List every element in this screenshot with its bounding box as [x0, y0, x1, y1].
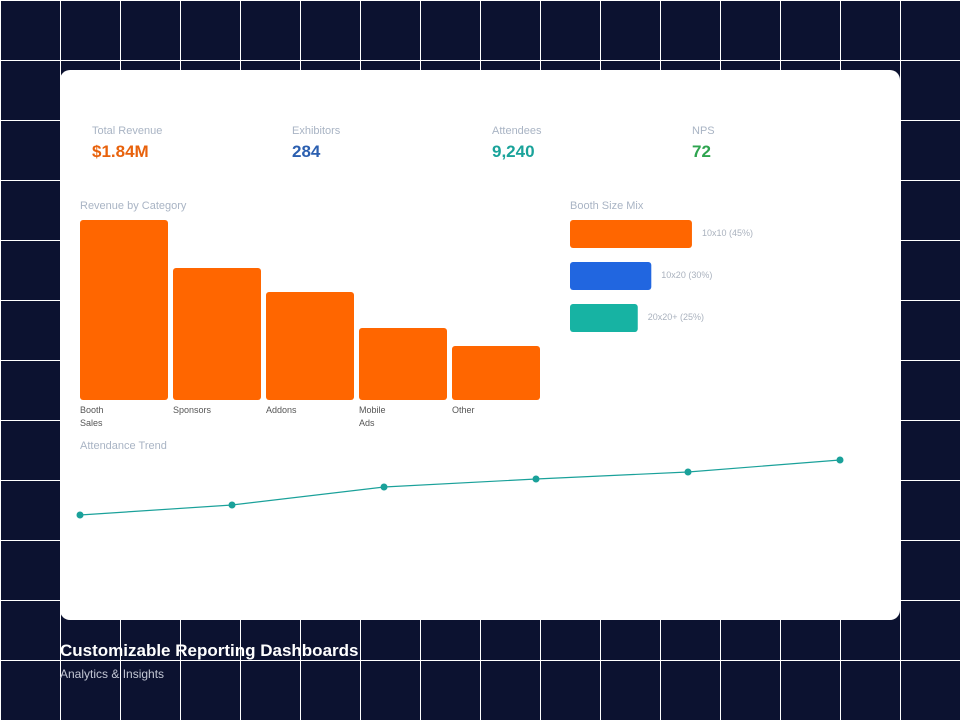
trend-point — [76, 511, 84, 519]
bar — [266, 292, 354, 400]
bar — [452, 346, 540, 400]
kpi-label: Exhibitors — [292, 125, 341, 137]
hbar — [570, 262, 652, 290]
section-title: Revenue by Category — [80, 200, 187, 212]
trend-point — [380, 483, 388, 491]
kpi-value: 284 — [292, 142, 321, 161]
bar-label: 20x20+ (25%) — [647, 312, 705, 322]
hbar — [570, 304, 638, 332]
trend-line — [79, 459, 841, 516]
category-label: Sponsors — [173, 405, 212, 415]
trend-point — [228, 501, 236, 509]
bar — [359, 328, 447, 400]
category-label: Other — [452, 405, 475, 415]
hbar — [570, 220, 692, 248]
category-label: Addons — [266, 405, 297, 415]
bar-label: 10x10 (45%) — [701, 228, 753, 238]
category-label: Booth Sales — [80, 405, 104, 428]
bar-label: 10x20 (30%) — [661, 270, 713, 280]
trend-point — [836, 456, 844, 464]
footer-subtitle: Analytics & Insights — [60, 667, 165, 681]
kpi-value: 9,240 — [492, 142, 535, 161]
kpi-value: 72 — [692, 142, 711, 161]
kpi-label: Total Revenue — [92, 125, 163, 137]
trend-point — [532, 475, 540, 483]
footer-title: Customizable Reporting Dashboards — [60, 641, 359, 660]
section-title: Attendance Trend — [80, 440, 167, 452]
kpi-value: $1.84M — [92, 142, 149, 161]
trend-point — [684, 468, 692, 476]
bar — [80, 220, 168, 400]
kpi-label: Attendees — [492, 125, 542, 137]
section-title: Booth Size Mix — [570, 200, 644, 212]
category-label: Mobile Ads — [359, 405, 386, 428]
bar — [173, 268, 261, 400]
kpi-label: NPS — [692, 125, 715, 137]
